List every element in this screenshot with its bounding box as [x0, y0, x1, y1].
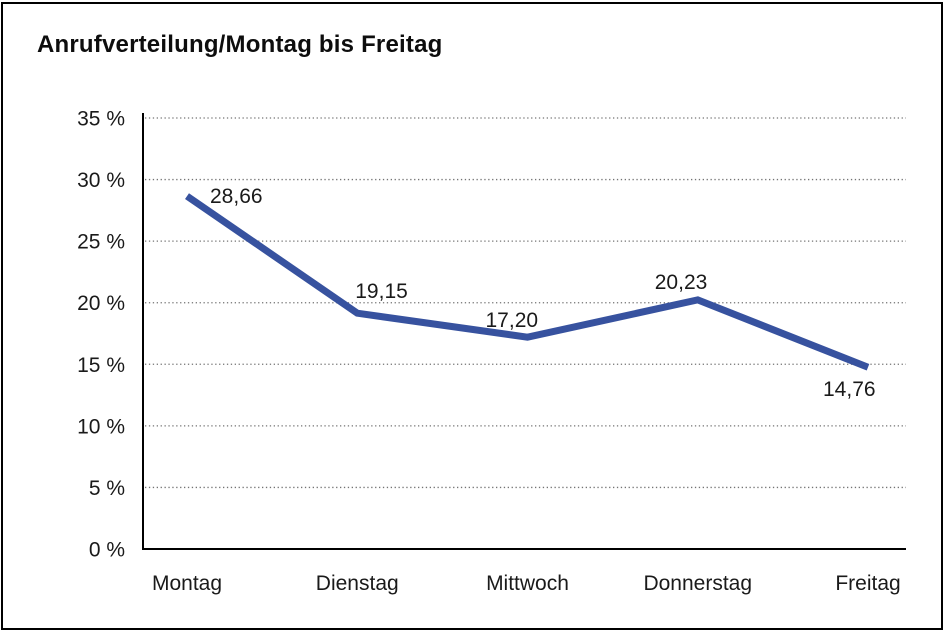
data-point-label: 19,15 [355, 280, 408, 303]
x-category-label: Dienstag [316, 572, 399, 595]
y-tick-label: 25 % [77, 231, 125, 254]
chart-title: Anrufverteilung/Montag bis Freitag [37, 31, 443, 58]
y-tick-label: 5 % [89, 477, 125, 500]
y-tick-label: 20 % [77, 292, 125, 315]
x-category-label: Montag [152, 572, 222, 595]
y-tick-label: 0 % [89, 539, 125, 562]
data-point-label: 28,66 [210, 185, 263, 208]
y-tick-label: 35 % [77, 108, 125, 131]
x-category-label: Freitag [835, 572, 900, 595]
data-point-label: 14,76 [823, 378, 876, 401]
x-category-label: Mittwoch [486, 572, 569, 595]
x-category-label: Donnerstag [643, 572, 752, 595]
data-point-label: 17,20 [486, 309, 539, 332]
y-tick-label: 30 % [77, 169, 125, 192]
data-point-label: 20,23 [655, 271, 708, 294]
y-tick-label: 10 % [77, 415, 125, 438]
series-line [185, 193, 870, 371]
y-tick-label: 15 % [77, 354, 125, 377]
